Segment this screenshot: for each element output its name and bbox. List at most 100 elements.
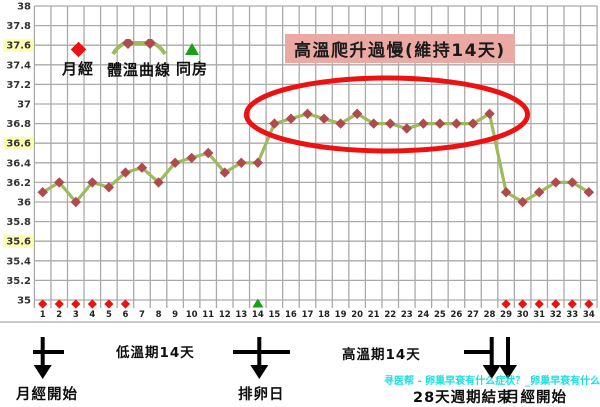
x-tick-label: 9 [172,310,178,320]
legend-label-menses: 月經 [61,60,94,78]
x-tick-label: 8 [156,310,162,320]
temp-point [103,182,115,193]
menses-start-arrow [33,337,64,379]
y-tick-label: 37 [17,100,31,111]
menses-start-arrow-2 [499,337,517,379]
x-tick-label: 17 [302,310,314,320]
temp-point [401,123,412,134]
temp-point [120,167,131,178]
y-tick-label: 35 [17,296,31,307]
note-high-phase: 高溫期14天 [342,347,421,363]
temp-point [136,162,148,173]
temp-point [500,187,512,198]
temp-point [368,118,379,129]
x-tick-label: 23 [401,310,413,320]
y-tick-label: 35.8 [6,217,31,228]
legend-item-curve: 體溫曲線 [104,39,174,80]
temperature-curve-icon [111,39,167,56]
temp-point [70,196,81,208]
temp-point [169,157,181,168]
temp-point [302,108,313,119]
intercourse-marker [252,298,264,308]
x-tick-label: 30 [517,310,529,320]
temp-point [434,118,446,129]
menses-marker [501,299,511,309]
ytick-highlight [3,136,33,150]
x-tick-label: 2 [56,310,62,320]
x-tick-label: 24 [417,310,429,320]
y-tick-label: 36.8 [6,119,31,130]
y-tick-label: 36.4 [6,158,31,169]
x-tick-label: 28 [484,310,496,320]
x-tick-label: 21 [368,310,380,320]
x-tick-label: 26 [451,310,463,320]
note-cycle-end: 28天週期結束 [413,390,513,406]
x-tick-label: 33 [566,310,578,320]
annotation-title: 高溫爬升過慢(維持14天) [285,34,515,63]
temp-point [54,177,65,188]
x-tick-label: 34 [583,310,595,320]
y-tick-label: 35.6 [6,237,31,248]
y-tick-label: 37.6 [6,41,31,52]
ovulation-arrow [233,337,290,379]
x-tick-label: 11 [202,310,214,320]
temp-point [219,167,230,178]
y-tick-label: 35.4 [6,256,31,267]
temp-point [567,177,578,188]
x-tick-label: 5 [106,310,112,320]
x-tick-label: 25 [434,310,446,320]
temp-point [37,187,48,198]
x-tick-label: 1 [40,310,46,320]
temp-point [252,157,264,168]
temp-point [484,108,495,119]
temp-point [269,118,280,129]
x-tick-label: 4 [89,310,95,320]
y-tick-label: 37.2 [6,80,31,91]
x-tick-label: 19 [335,310,347,320]
menses-marker [567,299,577,309]
menses-marker [104,299,114,309]
x-tick-label: 20 [351,310,363,320]
x-tick-label: 6 [122,310,128,320]
menses-marker [551,299,561,309]
legend-item-menses: 月經 [58,40,98,79]
temp-point [467,118,479,129]
x-tick-label: 22 [384,310,396,320]
menses-marker [38,299,48,309]
note-low-phase: 低溫期14天 [116,345,195,361]
intercourse-triangle-icon [185,43,199,55]
chart-bottom-divider [0,321,600,323]
temp-point [451,118,462,129]
ytick-highlight [3,234,33,248]
highlight-ellipse [243,75,531,154]
legend-label-curve: 體溫曲線 [106,61,171,79]
menses-marker [71,299,81,309]
legend-label-intercourse: 同房 [175,60,208,78]
menses-marker [54,299,64,309]
x-tick-label: 29 [500,310,512,320]
y-tick-label: 36 [17,198,31,209]
x-tick-label: 13 [235,310,247,320]
temp-point [385,118,396,129]
x-tick-label: 31 [533,310,545,320]
x-tick-label: 12 [219,310,231,320]
x-tick-label: 18 [318,310,330,320]
x-tick-label: 32 [550,310,562,320]
note-menses-start-right: 月經開始 [505,390,567,406]
x-tick-label: 7 [139,310,145,320]
temp-point [335,118,346,129]
x-tick-label: 16 [285,310,297,320]
temp-point [87,177,98,188]
temp-point [534,187,545,198]
temp-point [351,108,363,119]
y-tick-label: 37.8 [6,21,31,32]
menses-marker [584,299,594,309]
watermark-text: 寻医帮 - 卵巢早衰有什么症状？_卵巢早衰有什么症状 [384,376,600,387]
menses-marker [534,299,544,309]
y-tick-label: 38 [17,2,31,13]
menses-marker [518,299,528,309]
x-tick-label: 15 [268,310,280,320]
note-menses-start-left: 月經開始 [16,387,78,403]
cycle-end-arrow [464,337,501,379]
